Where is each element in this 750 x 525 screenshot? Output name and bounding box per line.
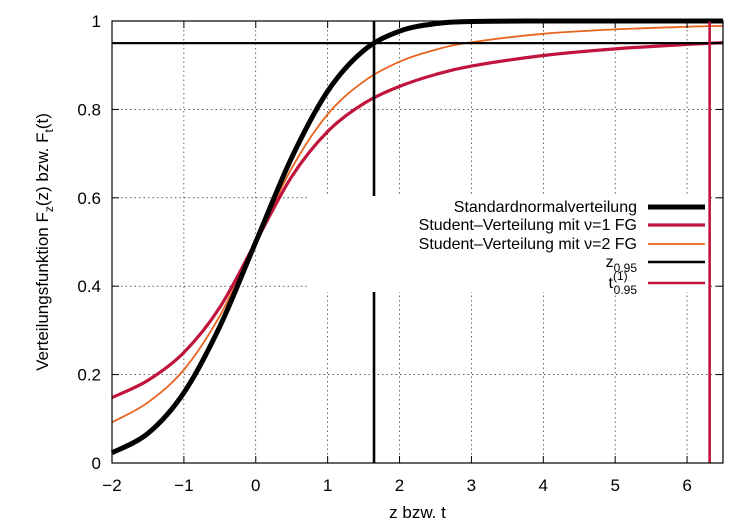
legend-label-t1_095: t(1) 0.95 xyxy=(609,269,638,297)
x-tick-label-0: −2 xyxy=(102,476,121,495)
y-tick-label-2: 0.4 xyxy=(77,277,101,296)
legend-label-t2: Student–Verteilung mit ν=2 FG xyxy=(419,236,637,253)
x-tick-label-2: 0 xyxy=(251,476,260,495)
x-axis-label: z bzw. t xyxy=(389,503,446,522)
x-tick-label-7: 5 xyxy=(610,476,619,495)
legend-label-t1: Student–Verteilung mit ν=1 FG xyxy=(419,217,637,234)
ticks: −2 −1 0 1 2 3 4 5 6 0 0.2 0.4 0.6 0.8 1 xyxy=(77,12,723,495)
x-tick-label-3: 1 xyxy=(323,476,332,495)
y-tick-label-5: 1 xyxy=(92,12,101,31)
series-line-t1 xyxy=(111,41,724,400)
y-tick-label-4: 0.8 xyxy=(77,100,101,119)
x-tick-label-6: 4 xyxy=(539,476,548,495)
x-tick-label-4: 2 xyxy=(395,476,404,495)
series-line-t2 xyxy=(111,24,724,424)
y-tick-label-3: 0.6 xyxy=(77,189,101,208)
x-tick-label-8: 6 xyxy=(682,476,691,495)
legend: StandardnormalverteilungStudent–Verteilu… xyxy=(419,199,705,297)
y-tick-label-0: 0 xyxy=(92,454,101,473)
legend-label-z095: z0.95 xyxy=(606,254,638,275)
legend-label-normal: Standardnormalverteilung xyxy=(454,199,637,216)
x-tick-label-5: 3 xyxy=(467,476,476,495)
y-tick-label-1: 0.2 xyxy=(77,366,101,385)
x-tick-label-1: −1 xyxy=(174,476,193,495)
legend-background xyxy=(310,196,708,292)
y-axis-label: Verteilungsfunktion Fz(z) bzw. Ft(t) xyxy=(33,113,56,371)
plot-frame xyxy=(111,20,724,464)
